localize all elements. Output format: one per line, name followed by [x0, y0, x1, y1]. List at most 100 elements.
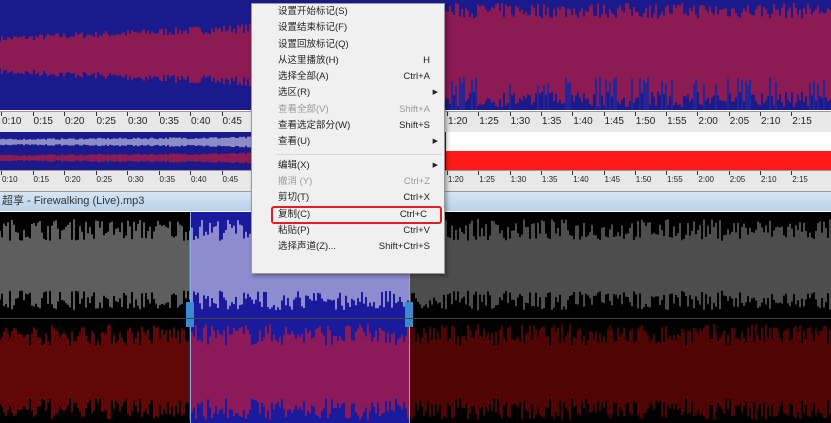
overview-fill [590, 132, 592, 151]
overview-fill [616, 151, 618, 170]
menu-item[interactable]: 查看选定部分(W) Shift+S [252, 118, 444, 134]
menu-item[interactable]: 剪切(T) Ctrl+X [252, 190, 444, 206]
tick-label: 2:10 [761, 175, 777, 184]
tick-mark [697, 171, 699, 175]
tick-mark [190, 112, 191, 116]
tick-label: 1:25 [479, 175, 495, 184]
menu-item-label: 设置结束标记(F) [278, 22, 348, 34]
overview-fill [652, 132, 654, 151]
tick-label: 0:35 [159, 175, 176, 184]
tick-mark [478, 171, 480, 175]
overview-fill [522, 132, 524, 151]
overview-fill [820, 132, 822, 151]
menu-item[interactable]: 查看全部(V) Shift+A [252, 102, 444, 118]
menu-item[interactable]: 选择声道(Z)... Shift+Ctrl+S [252, 239, 444, 255]
menu-item[interactable]: 选择全部(A) Ctrl+A [252, 69, 444, 85]
overview-fill [486, 151, 488, 170]
overview-fill [734, 151, 736, 170]
overview-fill [802, 132, 804, 151]
overview-fill [566, 151, 568, 170]
overview-fill [554, 151, 556, 170]
overview-fill [456, 151, 458, 170]
overview-fill [538, 132, 540, 151]
menu-item[interactable]: 撤消 (Y) Ctrl+Z [252, 174, 444, 190]
waveform-editor[interactable] [0, 212, 831, 423]
tick-mark [127, 171, 128, 175]
overview-fill [822, 151, 824, 170]
menu-item[interactable]: 复制(C) Ctrl+C [271, 205, 442, 224]
tick-mark [760, 171, 761, 175]
overview-fill [806, 151, 808, 170]
overview-fill [504, 151, 506, 170]
overview-fill [636, 132, 638, 151]
overview-fill [636, 151, 638, 170]
overview-fill [790, 151, 792, 170]
overview-fill [494, 151, 496, 170]
overview-fill [676, 132, 678, 151]
tick-label: 0:45 [222, 175, 239, 184]
overview-fill [584, 132, 586, 151]
overview-fill [708, 132, 710, 151]
overview-fill [450, 132, 452, 151]
overview-fill [474, 132, 476, 151]
overview-fill [710, 151, 712, 170]
menu-item[interactable]: 查看(U) ▶ [252, 134, 444, 150]
overview-fill [454, 132, 456, 151]
overview-fill [520, 132, 522, 151]
overview-fill [470, 132, 472, 151]
overview-fill [634, 132, 636, 151]
tick-mark [95, 112, 97, 116]
menu-item[interactable]: 编辑(X) ▶ [252, 158, 444, 174]
tick-mark [221, 112, 223, 116]
overview-fill [558, 132, 560, 151]
overview-fill [640, 151, 642, 170]
overview-fill [502, 132, 504, 151]
overview-fill [578, 132, 580, 151]
overview-fill [576, 132, 578, 151]
menu-item[interactable]: 设置结束标记(F) [252, 20, 444, 36]
tick-mark [666, 112, 668, 116]
overview-fill [664, 151, 666, 170]
overview-fill [618, 132, 620, 151]
overview-fill [660, 151, 662, 170]
overview-fill [530, 151, 532, 170]
overview-fill [488, 132, 490, 151]
overview-fill [572, 132, 574, 151]
tick-mark [603, 171, 605, 175]
overview-fill [692, 132, 694, 151]
overview-fill [584, 151, 586, 170]
overview-fill [652, 151, 654, 170]
overview-fill [692, 151, 694, 170]
overview-fill [536, 132, 538, 151]
menu-item[interactable]: 设置回放标记(Q) [252, 37, 444, 53]
overview-fill [452, 132, 454, 151]
overview-fill [810, 132, 812, 151]
overview-fill [532, 151, 534, 170]
overview-fill [484, 132, 486, 151]
overview-fill [808, 132, 810, 151]
context-menu: 设置开始标记(S) 设置结束标记(F) 设置回放标记(Q) 从这里播放(H) H 选择全部… [251, 3, 445, 274]
overview-fill [624, 151, 626, 170]
overview-fill [492, 132, 494, 151]
menu-item[interactable]: 设置开始标记(S) [252, 4, 444, 20]
tick-mark [509, 112, 511, 116]
overview-fill [510, 132, 512, 151]
overview-fill [774, 151, 776, 170]
menu-item[interactable]: 粘贴(P) Ctrl+V [252, 223, 444, 239]
overview-fill [568, 151, 570, 170]
overview-fill [476, 151, 478, 170]
overview-fill [600, 132, 602, 151]
overview-fill [782, 132, 784, 151]
overview-fill [740, 151, 742, 170]
overview-fill [806, 132, 808, 151]
overview-fill [770, 132, 772, 151]
tick-mark [634, 171, 636, 175]
overview-fill [524, 132, 526, 151]
overview-fill [690, 132, 692, 151]
menu-item[interactable]: 从这里播放(H) H [252, 53, 444, 69]
overview-fill [568, 132, 570, 151]
menu-item[interactable]: 选区(R) ▶ [252, 85, 444, 101]
tick-mark [95, 171, 97, 175]
overview-fill [538, 151, 540, 170]
overview-fill [454, 151, 456, 170]
